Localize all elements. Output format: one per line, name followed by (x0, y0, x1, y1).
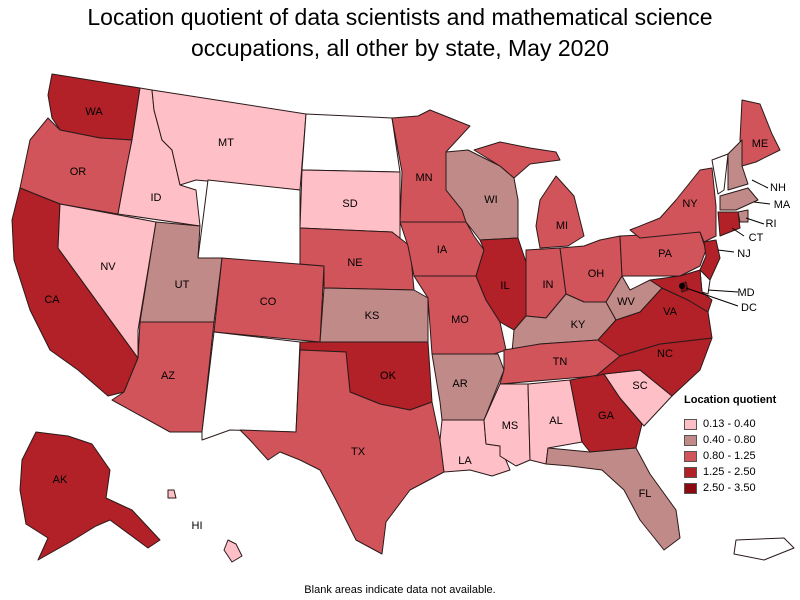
state-MD[interactable] (649, 269, 713, 313)
legend-item: 1.25 - 2.50 (684, 464, 794, 480)
map-title-line-1: Location quotient of data scientists and… (87, 4, 713, 30)
label-IN: IN (543, 279, 554, 291)
label-WA: WA (85, 106, 103, 118)
state-KS[interactable] (319, 287, 429, 343)
legend-label: 1.25 - 2.50 (703, 466, 756, 478)
state-MI-upper[interactable] (473, 141, 561, 179)
legend-item: 2.50 - 3.50 (684, 480, 794, 496)
label-ME: ME (752, 138, 769, 150)
label-OH: OH (588, 268, 605, 280)
label-OK: OK (380, 370, 397, 382)
legend-item: 0.40 - 0.80 (684, 432, 794, 448)
state-NV[interactable] (57, 203, 157, 359)
label-NE: NE (347, 257, 362, 269)
state-VT[interactable] (711, 153, 729, 195)
state-MA[interactable] (719, 187, 759, 211)
label-PA: PA (658, 248, 673, 260)
label-MO: MO (451, 314, 469, 326)
label-DC: DC (741, 302, 757, 314)
state-NH[interactable] (727, 139, 749, 191)
label-TN: TN (553, 356, 568, 368)
state-NM[interactable] (201, 331, 301, 441)
label-CA: CA (44, 294, 60, 306)
legend-swatch (684, 434, 697, 446)
label-CO: CO (260, 296, 277, 308)
label-UT: UT (175, 279, 190, 291)
label-KY: KY (571, 319, 586, 331)
label-ID: ID (151, 192, 162, 204)
label-IA: IA (437, 244, 448, 256)
legend-swatch (684, 418, 697, 430)
label-RI: RI (766, 218, 777, 230)
territory-PR[interactable] (733, 537, 795, 561)
label-WI: WI (484, 194, 497, 206)
state-MI[interactable] (535, 175, 585, 249)
dc-marker (679, 283, 685, 289)
legend-label: 0.13 - 0.40 (703, 418, 756, 430)
label-FL: FL (639, 488, 652, 500)
label-AR: AR (452, 378, 467, 390)
legend-label: 0.80 - 1.25 (703, 450, 756, 462)
label-OR: OR (70, 166, 87, 178)
label-SD: SD (342, 198, 357, 210)
label-AZ: AZ (161, 370, 175, 382)
map-title-line-2: occupations, all other by state, May 202… (190, 35, 610, 61)
label-MS: MS (502, 420, 519, 432)
label-NC: NC (657, 348, 673, 360)
legend-item: 0.13 - 0.40 (684, 416, 794, 432)
legend-swatch (684, 466, 697, 478)
map-title: Location quotient of data scientists and… (0, 2, 800, 64)
label-LA: LA (458, 455, 472, 467)
state-HI[interactable] (223, 539, 243, 563)
label-IL: IL (500, 280, 509, 292)
footnote: Blank areas indicate data not available. (304, 584, 496, 596)
label-AK: AK (53, 474, 68, 486)
state-FL[interactable] (545, 447, 681, 551)
label-HI: HI (192, 520, 203, 532)
label-NY: NY (682, 198, 698, 210)
legend-label: 2.50 - 3.50 (703, 482, 756, 494)
label-WV: WV (617, 296, 635, 308)
state-HI-islands[interactable] (167, 489, 177, 499)
state-AK[interactable] (19, 431, 161, 561)
label-KS: KS (365, 310, 380, 322)
label-MI: MI (556, 220, 568, 232)
label-MD: MD (737, 287, 754, 299)
legend-swatch (684, 450, 697, 462)
label-TX: TX (351, 446, 366, 458)
state-ME[interactable] (739, 99, 781, 167)
label-MT: MT (218, 137, 234, 149)
label-SC: SC (632, 380, 647, 392)
state-TX[interactable] (239, 349, 445, 555)
state-WY[interactable] (197, 179, 301, 271)
legend-title: Location quotient (684, 394, 777, 406)
label-MN: MN (415, 172, 432, 184)
legend-label: 0.40 - 0.80 (703, 434, 756, 446)
legend-swatch (684, 482, 697, 494)
label-GA: GA (598, 410, 615, 422)
state-IL[interactable] (475, 237, 527, 331)
state-NY[interactable] (629, 167, 717, 243)
state-CT[interactable] (717, 211, 741, 237)
label-CT: CT (749, 232, 764, 244)
label-NH: NH (770, 182, 786, 194)
label-VA: VA (663, 306, 678, 318)
label-NJ: NJ (737, 248, 750, 260)
map-legend: Location quotient 0.13 - 0.40 0.40 - 0.8… (684, 394, 794, 496)
label-AL: AL (549, 415, 562, 427)
label-NV: NV (100, 261, 116, 273)
state-ND[interactable] (301, 113, 401, 173)
state-AZ[interactable] (111, 321, 215, 433)
legend-item: 0.80 - 1.25 (684, 448, 794, 464)
label-MA: MA (774, 199, 791, 211)
